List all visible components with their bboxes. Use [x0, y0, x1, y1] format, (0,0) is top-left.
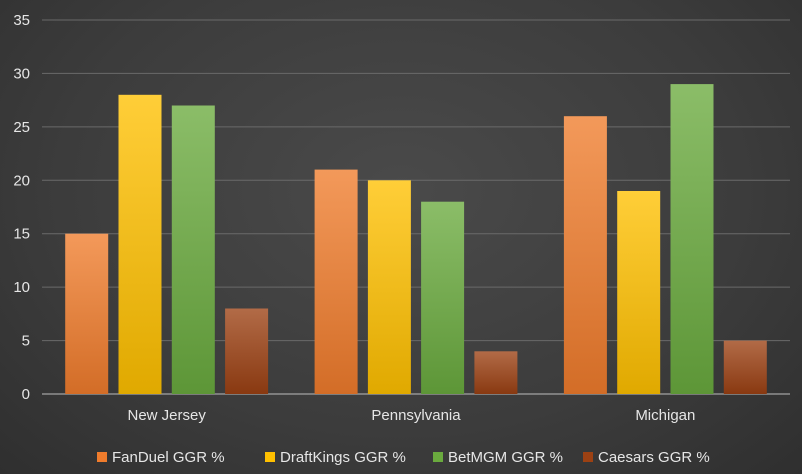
y-tick-label: 25 — [13, 119, 30, 136]
y-tick-label: 10 — [13, 279, 30, 296]
bar-betmgm-michigan — [670, 84, 714, 394]
bars — [65, 84, 767, 395]
bar-caesars-pennsylvania — [474, 351, 518, 394]
y-axis-ticks: 0 5 10 15 20 25 30 35 — [13, 12, 30, 403]
bar-fanduel-pennsylvania — [314, 169, 358, 394]
bar-fanduel-new-jersey — [65, 233, 109, 394]
legend-label: DraftKings GGR % — [280, 449, 406, 466]
bar-caesars-michigan — [723, 340, 767, 394]
x-category-label: Pennsylvania — [371, 407, 461, 424]
legend-item: BetMGM GGR % — [433, 449, 563, 466]
bar-draftkings-pennsylvania — [367, 180, 411, 394]
bar-fanduel-michigan — [563, 116, 607, 394]
legend-swatch — [583, 452, 593, 462]
legend-label: BetMGM GGR % — [448, 449, 563, 466]
y-tick-label: 15 — [13, 226, 30, 243]
legend-swatch — [97, 452, 107, 462]
y-tick-label: 30 — [13, 65, 30, 82]
y-tick-label: 20 — [13, 172, 30, 189]
legend-swatch — [433, 452, 443, 462]
legend-label: FanDuel GGR % — [112, 449, 225, 466]
y-tick-label: 0 — [22, 386, 30, 403]
y-tick-label: 35 — [13, 12, 30, 29]
x-category-label: New Jersey — [127, 407, 206, 424]
y-tick-label: 5 — [22, 333, 30, 350]
legend: FanDuel GGR % DraftKings GGR % BetMGM GGR … — [97, 449, 710, 466]
x-category-label: Michigan — [635, 407, 695, 424]
bar-betmgm-pennsylvania — [421, 201, 465, 394]
bar-caesars-new-jersey — [225, 308, 269, 394]
bar-betmgm-new-jersey — [171, 105, 215, 394]
legend-item: DraftKings GGR % — [265, 449, 406, 466]
bar-draftkings-new-jersey — [118, 94, 162, 395]
x-axis-categories: New Jersey Pennsylvania Michigan — [127, 407, 695, 424]
gridlines — [42, 19, 790, 395]
bar-draftkings-michigan — [617, 191, 661, 394]
legend-item: FanDuel GGR % — [97, 449, 225, 466]
legend-item: Caesars GGR % — [583, 449, 710, 466]
legend-swatch — [265, 452, 275, 462]
legend-label: Caesars GGR % — [598, 449, 710, 466]
